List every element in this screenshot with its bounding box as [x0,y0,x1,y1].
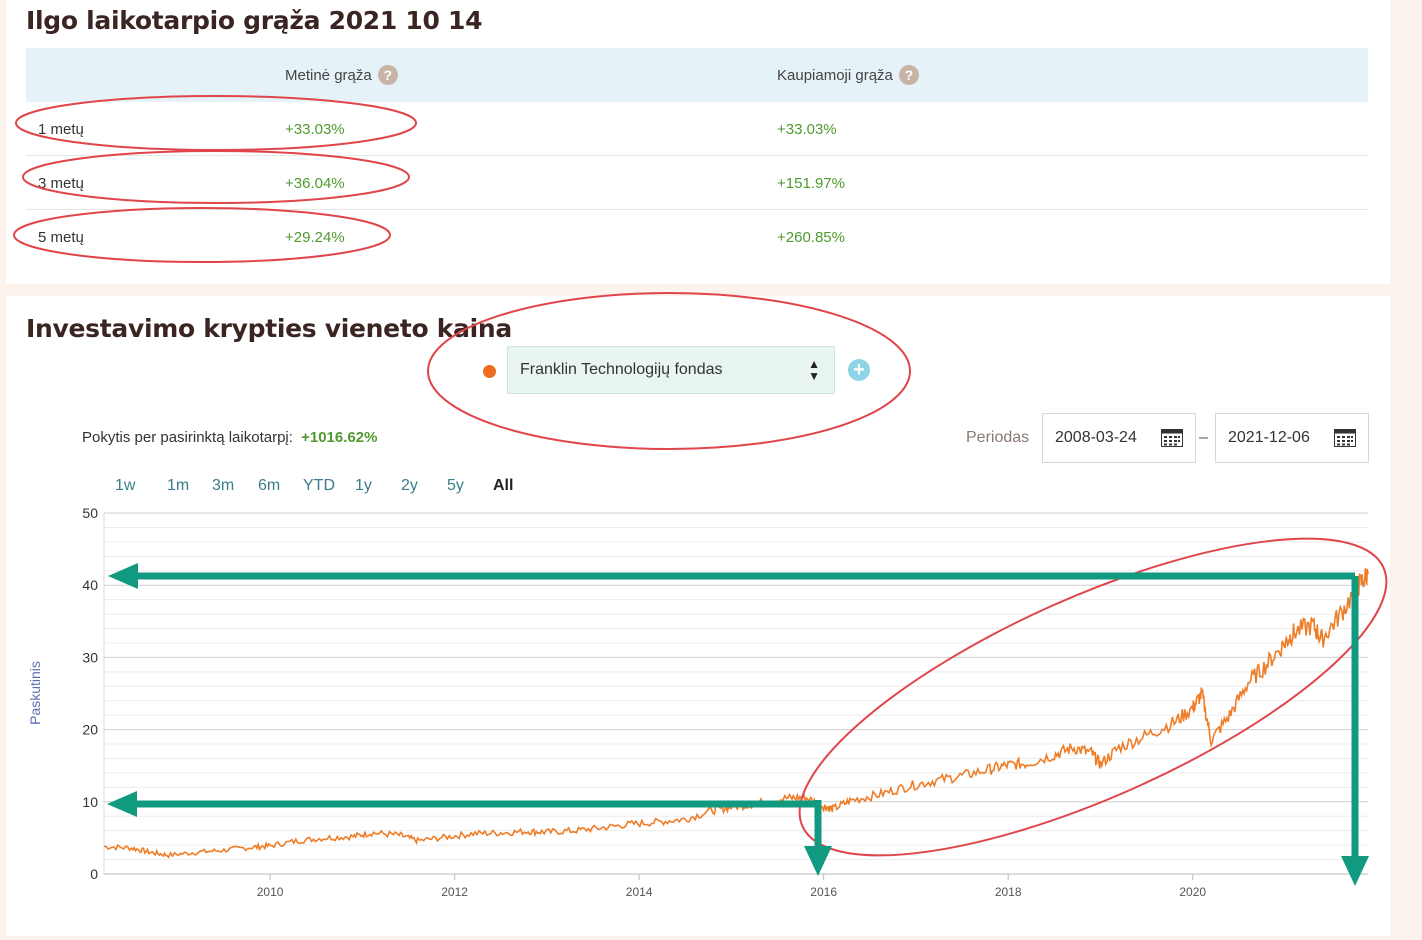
row-period: 5 metų [38,229,84,246]
date-from-input[interactable]: 2008-03-24 [1042,413,1196,463]
range-2y[interactable]: 2y [401,477,418,494]
range-1y[interactable]: 1y [355,477,372,494]
y-axis-ticks: 0 10 20 30 40 50 [82,505,98,882]
help-annual-icon[interactable]: ? [377,65,398,85]
row-period: 3 metų [38,175,84,192]
returns-title: Ilgo laikotarpio grąža 2021 10 14 [26,6,483,35]
table-row: 3 metų +36.04% +151.97% [26,156,1368,210]
row-cumulative: +260.85% [777,229,845,246]
returns-table-header: Metinė grąža ? Kaupiamoji grąža ? [26,48,1368,102]
series-color-dot [483,365,496,378]
range-ytd[interactable]: YTD [303,477,335,494]
returns-table: Metinė grąža ? Kaupiamoji grąža ? 1 metų… [26,48,1368,263]
annotation-arrowhead [107,791,137,817]
change-label: Pokytis per pasirinktą laikotarpį: [82,429,293,446]
annotation-ellipse [15,95,417,151]
range-5y[interactable]: 5y [447,477,464,494]
range-1w[interactable]: 1w [115,477,136,494]
annotations [13,95,1388,886]
add-fund-button[interactable]: + [848,359,870,381]
returns-card: Ilgo laikotarpio grąža 2021 10 14 Metinė… [6,0,1390,284]
table-row: 5 metų +29.24% +260.85% [26,210,1368,263]
y-tick-label: 10 [82,794,98,810]
range-6m[interactable]: 6m [258,477,281,494]
date-to-input[interactable]: 2021-12-06 [1215,413,1369,463]
calendar-icon[interactable] [1161,429,1183,447]
y-axis-label: Paskutinis [27,661,43,725]
header-annual-label: Metinė grąža [285,66,372,84]
change-summary: Pokytis per pasirinktą laikotarpį: +1016… [82,429,377,446]
row-annual: +33.03% [285,121,345,138]
annotation-ellipse [22,150,410,204]
select-arrows-icon: ▲ ▼ [808,357,820,383]
y-tick-label: 50 [82,505,98,521]
change-value: +1016.62% [301,429,378,446]
y-tick-label: 20 [82,722,98,738]
row-annual: +29.24% [285,229,345,246]
calendar-icon[interactable] [1334,429,1356,447]
annotation-ellipse [427,292,911,450]
range-all[interactable]: All [493,477,514,494]
series-line [103,568,1369,859]
y-tick-label: 40 [82,577,98,593]
annotation-arrowhead [108,563,138,589]
x-tick-label: 2020 [1179,885,1206,899]
y-tick-label: 30 [82,649,98,665]
header-cumulative-label: Kaupiamoji grąža [777,66,893,84]
range-1m[interactable]: 1m [167,477,190,494]
fund-select-value: Franklin Technologijų fondas [520,361,723,378]
annotation-ellipse [798,537,1388,857]
header-annual: Metinė grąža ? [285,65,398,85]
row-annual: +36.04% [285,175,345,192]
annotation-arrowhead [804,846,832,876]
date-to-value: 2021-12-06 [1228,429,1310,446]
row-period: 1 metų [38,121,84,138]
date-separator: – [1199,429,1208,446]
x-tick-label: 2010 [257,885,284,899]
help-cumulative-icon[interactable]: ? [898,65,919,85]
x-tick-label: 2016 [810,885,837,899]
x-tick-label: 2012 [441,885,468,899]
table-row: 1 metų +33.03% +33.03% [26,102,1368,156]
x-axis-ticks: 2010 2012 2014 2016 2018 2020 [257,874,1206,899]
chart-grid [103,512,1368,875]
y-tick-label: 0 [90,866,98,882]
x-tick-label: 2014 [626,885,653,899]
row-cumulative: +151.97% [777,175,845,192]
date-from-value: 2008-03-24 [1055,429,1137,446]
price-title: Investavimo krypties vieneto kaina [26,314,512,343]
row-cumulative: +33.03% [777,121,837,138]
annotation-arrowhead [1341,856,1369,886]
range-3m[interactable]: 3m [212,477,235,494]
x-tick-label: 2018 [995,885,1022,899]
annotation-ellipse [13,207,391,263]
fund-select[interactable]: Franklin Technologijų fondas ▲ ▼ [507,346,835,394]
price-card: Investavimo krypties vieneto kaina Frank… [6,296,1390,936]
header-cumulative: Kaupiamoji grąža ? [777,65,919,85]
period-label: Periodas [966,429,1030,446]
